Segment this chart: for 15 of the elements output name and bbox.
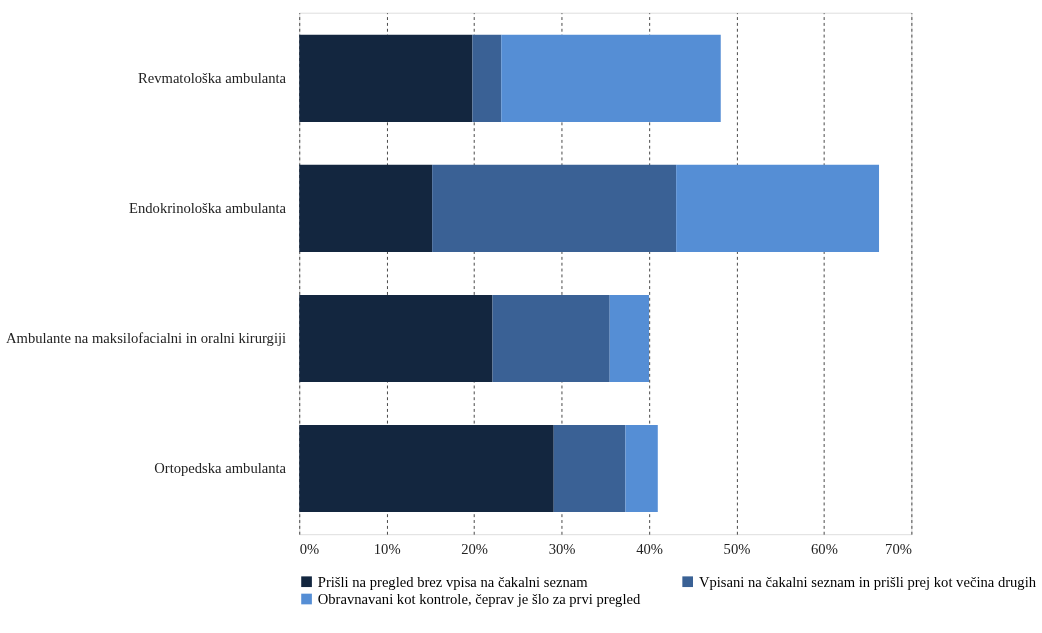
x-tick-label: 60% xyxy=(811,541,838,558)
y-tick-label: Endokrinološka ambulanta xyxy=(129,200,287,217)
y-tick-label: Ortopedska ambulanta xyxy=(154,460,287,477)
x-tick-label: 10% xyxy=(373,541,401,558)
x-tick-label: 0% xyxy=(299,541,320,558)
x-tick-label: 20% xyxy=(461,541,489,558)
x-tick-label: 40% xyxy=(636,541,663,558)
y-tick-label: Ambulante na maksilofacialni in oralni kirurgiji xyxy=(5,330,287,347)
y-tick-label: Revmatološka ambulanta xyxy=(137,70,287,87)
legend-label: Prišli na pregled brez vpisa na čakalni seznam xyxy=(317,573,589,590)
x-tick-label: 50% xyxy=(723,541,751,558)
x-tick-label: 30% xyxy=(548,541,576,558)
x-tick-label: 70% xyxy=(885,541,912,558)
legend-label: Obravnavani kot kontrole, čeprav je šlo za prvi pregled xyxy=(317,590,641,607)
legend-label: Vpisani na čakalni seznam in prišli prej kot večina drugih xyxy=(698,573,1037,590)
